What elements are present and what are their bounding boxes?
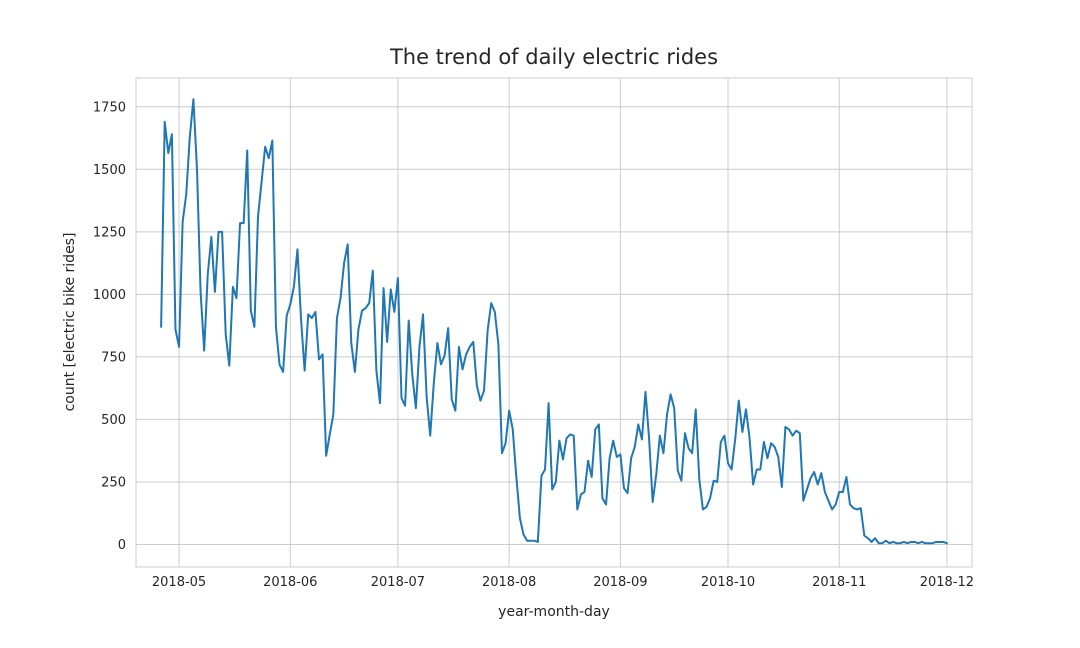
x-tick-labels: 2018-05 2018-06 2018-07 2018-08 2018-09 2018-…	[152, 575, 974, 590]
x-tick-label: 2018-12	[920, 575, 974, 590]
y-tick-labels: 0 250 500 750 1000 1250 1500 1750	[93, 100, 126, 553]
series-layer	[160, 98, 948, 545]
x-tick-label: 2018-07	[371, 575, 425, 590]
y-tick-label: 500	[101, 413, 126, 428]
y-axis-label: count [electric bike rides]	[62, 233, 78, 412]
plot-area	[135, 77, 973, 568]
y-tick-label: 250	[101, 475, 126, 490]
x-tick-label: 2018-09	[593, 575, 647, 590]
x-tick-label: 2018-08	[482, 575, 536, 590]
x-tick-label: 2018-10	[701, 575, 755, 590]
y-grid	[136, 106, 972, 545]
y-tick-label: 0	[118, 538, 126, 553]
y-tick-label: 750	[101, 350, 126, 365]
y-tick-label: 1750	[93, 100, 126, 115]
x-grid	[178, 78, 948, 567]
x-tick-label: 2018-05	[152, 575, 206, 590]
x-tick-label: 2018-11	[812, 575, 866, 590]
y-tick-label: 1250	[93, 225, 126, 240]
y-tick-label: 1000	[93, 288, 126, 303]
y-tick-label: 1500	[93, 163, 126, 178]
x-axis-label: year-month-day	[498, 604, 610, 620]
x-tick-label: 2018-06	[263, 575, 317, 590]
series-line-0	[160, 98, 948, 545]
chart-title: The trend of daily electric rides	[389, 45, 718, 69]
plot-frame	[135, 77, 973, 568]
